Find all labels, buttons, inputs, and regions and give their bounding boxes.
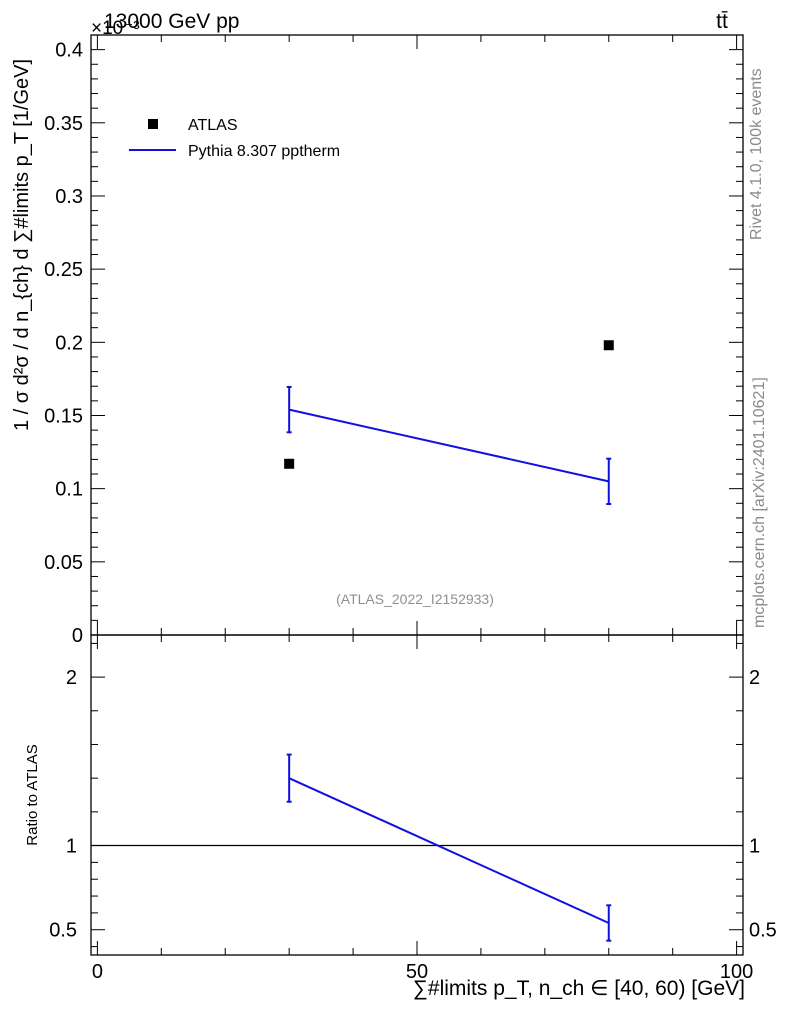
- main-y-tick-label: 0: [72, 625, 83, 647]
- main-y-tick-label: 0.4: [55, 40, 83, 62]
- main-y-tick-label: 0.3: [55, 186, 83, 208]
- legend-pythia-label: Pythia 8.307 pptherm: [188, 143, 340, 160]
- main-y-tick-label: 0.1: [55, 479, 83, 501]
- ratio-y-tick-label-right: 2: [749, 667, 760, 689]
- main-y-tick-label: 0.05: [44, 552, 83, 574]
- process-label: tt̄: [716, 10, 728, 33]
- legend: ATLAS Pythia 8.307 pptherm: [129, 117, 340, 160]
- legend-atlas-marker: [148, 119, 158, 129]
- ratio-y-tick-label-right: 1: [749, 836, 760, 858]
- ratio-y-axis-title: Ratio to ATLAS: [24, 744, 41, 845]
- main-y-tick-label: 0.25: [44, 259, 83, 281]
- atlas-data-point: [284, 458, 295, 469]
- data-marks: [91, 340, 743, 942]
- energy-label: 13000 GeV pp: [104, 10, 239, 33]
- main-y-tick-label: 0.15: [44, 405, 83, 427]
- main-y-axis-title: 1 / σ d²σ / d n_{ch} d ∑#limits p_T [1/G…: [11, 59, 33, 431]
- main-y-tick-label: 0.35: [44, 113, 83, 135]
- axis-ticks: 0 50 100 0 0.05 0.1 0.15 0.2 0.25 0.3 0.35 0.4 0.5 0.…: [44, 34, 777, 983]
- pythia-ratio-line: [288, 777, 610, 924]
- main-y-tick-label: 0.2: [55, 332, 83, 354]
- x-tick-label: 50: [406, 961, 428, 983]
- mcplots-info-label: mcplots.cern.ch [arXiv:2401.10621]: [751, 377, 768, 628]
- legend-atlas-label: ATLAS: [188, 117, 238, 134]
- x-tick-label: 100: [720, 961, 753, 983]
- rivet-info-label: Rivet 4.1.0, 100k events: [748, 68, 765, 240]
- ratio-y-tick-label: 1: [66, 836, 77, 858]
- ratio-y-tick-label: 2: [66, 667, 77, 689]
- pythia-main-line: [288, 408, 609, 483]
- x-axis-title: ∑#limits p_T, n_ch ∈ [40, 60) [GeV]: [413, 977, 745, 1000]
- x-tick-label: 0: [92, 961, 103, 983]
- ratio-plot-frame: [90, 634, 744, 956]
- ratio-y-tick-label: 0.5: [49, 920, 77, 942]
- ratio-y-tick-label-right: 0.5: [749, 920, 777, 942]
- analysis-watermark: (ATLAS_2022_I2152933): [336, 591, 494, 607]
- y-exponent-label: ×10⁻³: [91, 18, 140, 39]
- atlas-data-point: [603, 340, 614, 351]
